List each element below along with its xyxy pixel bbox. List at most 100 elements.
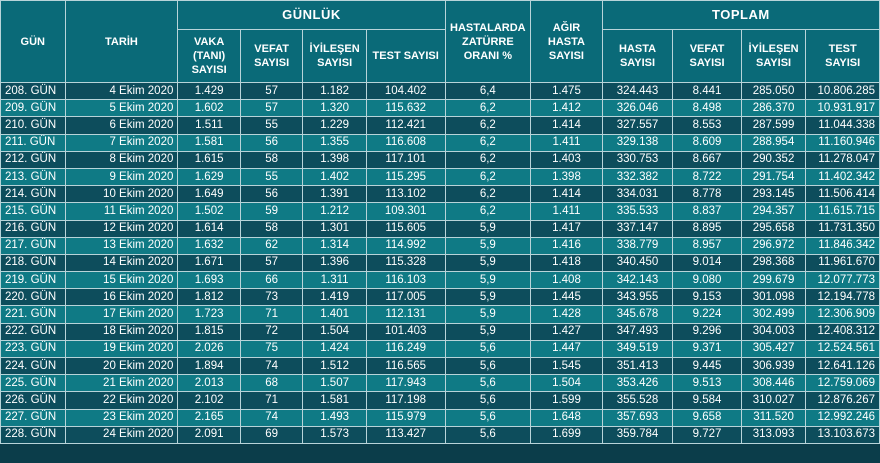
header-zaturre: HASTALARDA ZATÜRRE ORANI % (444, 0, 532, 83)
cell-agir-hasta: 1.599 (530, 391, 603, 410)
cell-vaka: 2.091 (177, 425, 241, 444)
cell-zaturre: 5,6 (444, 339, 532, 359)
header-vefat: VEFAT SAYISI (239, 29, 304, 83)
cell-toplam-test: 12.408.312 (805, 322, 880, 341)
cell-test: 113.427 (365, 425, 446, 444)
cell-vaka: 1.602 (177, 99, 241, 118)
cell-agir-hasta: 1.504 (530, 374, 603, 393)
header-iyilesen: İYİLEŞEN SAYISI (302, 29, 367, 83)
cell-zaturre: 5,9 (444, 219, 532, 238)
cell-toplam-iyilesen: 285.050 (740, 81, 807, 101)
cell-agir-hasta: 1.417 (530, 219, 603, 238)
cell-iyilesen: 1.301 (302, 219, 367, 238)
cell-gun: 214. GÜN (0, 185, 66, 204)
cell-toplam-iyilesen: 296.972 (740, 236, 807, 255)
cell-gun: 213. GÜN (0, 167, 66, 187)
cell-toplam-iyilesen: 290.352 (740, 150, 807, 169)
cell-toplam-hasta: 345.678 (601, 305, 674, 324)
cell-iyilesen: 1.212 (302, 202, 367, 221)
table-row: 210. GÜN 6 Ekim 2020 1.511 55 1.229 112.421 6,… (0, 116, 880, 135)
cell-toplam-hasta: 330.753 (601, 150, 674, 169)
cell-gun: 226. GÜN (0, 391, 66, 410)
cell-vefat: 58 (239, 219, 304, 238)
cell-zaturre: 5,9 (444, 288, 532, 307)
cell-gun: 212. GÜN (0, 150, 66, 169)
cell-toplam-iyilesen: 287.599 (740, 116, 807, 135)
header-toplam: TOPLAM (601, 0, 880, 30)
cell-zaturre: 6,2 (444, 185, 532, 204)
cell-toplam-hasta: 355.528 (601, 391, 674, 410)
cell-vaka: 2.102 (177, 391, 241, 410)
cell-zaturre: 5,6 (444, 425, 532, 444)
cell-agir-hasta: 1.427 (530, 322, 603, 341)
cell-gun: 225. GÜN (0, 374, 66, 393)
cell-toplam-vefat: 9.584 (672, 391, 742, 410)
cell-toplam-iyilesen: 306.939 (740, 356, 807, 376)
covid-stats-table: GÜN TARİH GÜNLÜK HASTALARDA ZATÜRRE ORAN… (0, 0, 880, 444)
cell-agir-hasta: 1.411 (530, 202, 603, 221)
header-gun: GÜN (0, 0, 66, 83)
cell-test: 116.565 (365, 356, 446, 376)
cell-iyilesen: 1.419 (302, 288, 367, 307)
cell-toplam-hasta: 324.443 (601, 81, 674, 101)
cell-toplam-iyilesen: 310.027 (740, 391, 807, 410)
cell-iyilesen: 1.320 (302, 99, 367, 118)
cell-gun: 228. GÜN (0, 425, 66, 444)
cell-toplam-test: 11.615.715 (805, 202, 880, 221)
cell-toplam-test: 11.160.946 (805, 133, 880, 152)
cell-toplam-vefat: 9.153 (672, 288, 742, 307)
cell-zaturre: 5,9 (444, 253, 532, 273)
cell-agir-hasta: 1.699 (530, 425, 603, 444)
cell-toplam-iyilesen: 288.954 (740, 133, 807, 152)
cell-toplam-hasta: 353.426 (601, 374, 674, 393)
cell-iyilesen: 1.396 (302, 253, 367, 273)
table-row: 216. GÜN 12 Ekim 2020 1.614 58 1.301 115.605 5… (0, 219, 880, 238)
cell-toplam-test: 12.077.773 (805, 271, 880, 290)
cell-gun: 219. GÜN (0, 271, 66, 290)
cell-vefat: 74 (239, 408, 304, 427)
cell-tarih: 7 Ekim 2020 (64, 133, 179, 152)
cell-zaturre: 6,2 (444, 150, 532, 169)
cell-toplam-test: 11.402.342 (805, 167, 880, 187)
cell-toplam-iyilesen: 291.754 (740, 167, 807, 187)
cell-iyilesen: 1.391 (302, 185, 367, 204)
cell-tarih: 13 Ekim 2020 (64, 236, 179, 255)
cell-iyilesen: 1.581 (302, 391, 367, 410)
cell-iyilesen: 1.355 (302, 133, 367, 152)
cell-vefat: 56 (239, 133, 304, 152)
cell-test: 115.979 (365, 408, 446, 427)
cell-toplam-hasta: 329.138 (601, 133, 674, 152)
cell-toplam-iyilesen: 295.658 (740, 219, 807, 238)
cell-tarih: 6 Ekim 2020 (64, 116, 179, 135)
cell-tarih: 16 Ekim 2020 (64, 288, 179, 307)
cell-tarih: 23 Ekim 2020 (64, 408, 179, 427)
cell-vefat: 58 (239, 150, 304, 169)
cell-toplam-vefat: 8.837 (672, 202, 742, 221)
cell-tarih: 17 Ekim 2020 (64, 305, 179, 324)
table-body: 208. GÜN 4 Ekim 2020 1.429 57 1.182 104.402 6,… (0, 81, 880, 444)
cell-iyilesen: 1.402 (302, 167, 367, 187)
cell-test: 116.608 (365, 133, 446, 152)
table-row: 220. GÜN 16 Ekim 2020 1.812 73 1.419 117.005 5… (0, 288, 880, 307)
cell-vaka: 1.649 (177, 185, 241, 204)
cell-vefat: 71 (239, 305, 304, 324)
cell-toplam-vefat: 8.957 (672, 236, 742, 255)
cell-tarih: 4 Ekim 2020 (64, 81, 179, 101)
cell-vaka: 1.671 (177, 253, 241, 273)
header-vaka: VAKA (TANI) SAYISI (177, 29, 241, 83)
cell-gun: 218. GÜN (0, 253, 66, 273)
cell-vaka: 1.894 (177, 356, 241, 376)
cell-toplam-hasta: 340.450 (601, 253, 674, 273)
cell-toplam-iyilesen: 298.368 (740, 253, 807, 273)
cell-vaka: 2.026 (177, 339, 241, 359)
cell-vaka: 1.693 (177, 271, 241, 290)
table-row: 227. GÜN 23 Ekim 2020 2.165 74 1.493 115.979 5… (0, 408, 880, 427)
cell-gun: 221. GÜN (0, 305, 66, 324)
table-row: 223. GÜN 19 Ekim 2020 2.026 75 1.424 116.249 5… (0, 339, 880, 359)
cell-vefat: 74 (239, 356, 304, 376)
cell-iyilesen: 1.229 (302, 116, 367, 135)
cell-toplam-vefat: 9.014 (672, 253, 742, 273)
cell-toplam-vefat: 9.296 (672, 322, 742, 341)
cell-toplam-test: 12.194.778 (805, 288, 880, 307)
cell-iyilesen: 1.401 (302, 305, 367, 324)
